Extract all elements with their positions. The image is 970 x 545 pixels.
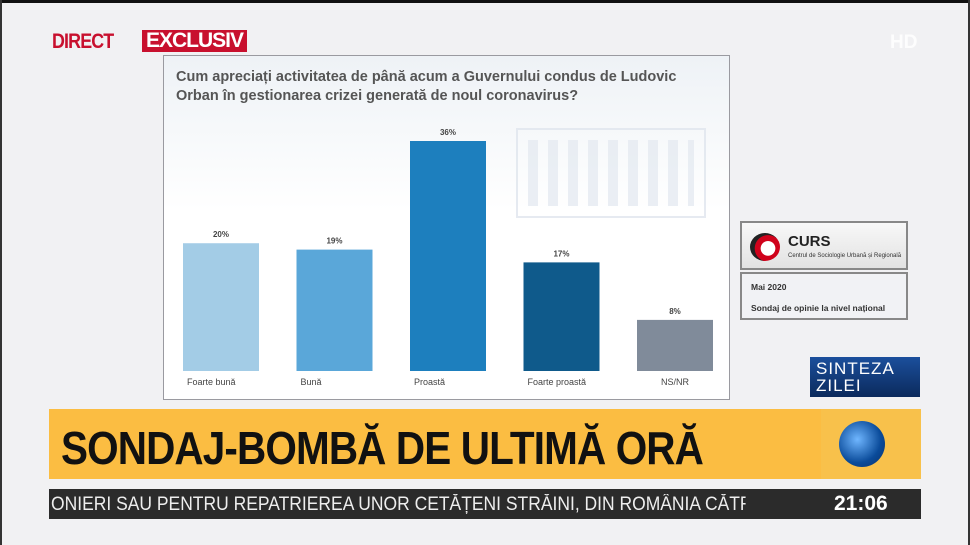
frame-right	[968, 0, 970, 545]
poll-date: Mai 2020	[751, 282, 787, 292]
bar-3	[523, 262, 600, 371]
chart-title: Cum apreciați activitatea de până acum a…	[176, 69, 677, 104]
category-label: Foarte proastă	[528, 377, 587, 387]
poll-chart: Cum apreciați activitatea de până acum a…	[163, 55, 730, 400]
exclusive-badge: EXCLUSIV	[142, 30, 248, 52]
top-bar	[0, 0, 970, 3]
data-label: 17%	[553, 249, 569, 258]
headline: SONDAJ-BOMBĂ DE ULTIMĂ ORĂ	[61, 422, 704, 474]
source-name: CURS	[788, 233, 831, 250]
globe-icon	[839, 421, 885, 467]
data-label: 8%	[669, 307, 681, 316]
category-label: Bună	[301, 377, 322, 387]
ticker-text: ONIERI SAU PENTRU REPATRIEREA UNOR CETĂȚ…	[51, 494, 746, 515]
bar-chart-svg: 20% Foarte bună 19% Bună 36% Proastă 17% Foarte…	[183, 128, 713, 387]
show-logo-line2: ZILEI	[816, 376, 862, 395]
category-label: Foarte bună	[187, 377, 236, 387]
bar-1	[296, 249, 373, 371]
channel-logo	[821, 409, 921, 479]
poll-info: Mai 2020 Sondaj de opinie la nivel națio…	[740, 272, 908, 320]
hd-badge: HD	[890, 32, 918, 53]
curs-logo-icon	[750, 233, 780, 261]
direct-label: DIRECT	[52, 30, 114, 53]
source-subtitle: Centrul de Sociologie Urbană și Regional…	[788, 253, 902, 259]
data-label: 20%	[213, 230, 229, 239]
data-label: 36%	[440, 128, 456, 137]
show-logo-line1: SINTEZA	[816, 359, 895, 378]
category-label: Proastă	[414, 377, 445, 387]
data-label: 19%	[326, 237, 342, 246]
building-watermark	[516, 128, 706, 218]
clock: 21:06	[834, 492, 888, 515]
bar-2	[410, 141, 486, 371]
bar-4	[637, 319, 713, 371]
category-label: NS/NR	[661, 377, 690, 387]
curs-logo-box: CURS Centrul de Sociologie Urbană și Reg…	[740, 221, 908, 270]
headline-banner: SONDAJ-BOMBĂ DE ULTIMĂ ORĂ	[49, 409, 821, 479]
bar-0	[183, 243, 259, 371]
news-ticker: ONIERI SAU PENTRU REPATRIEREA UNOR CETĂȚ…	[49, 489, 921, 519]
poll-description: Sondaj de opinie la nivel național	[751, 303, 886, 313]
frame-left	[0, 0, 2, 545]
show-logo: SINTEZA ZILEI	[810, 357, 920, 397]
